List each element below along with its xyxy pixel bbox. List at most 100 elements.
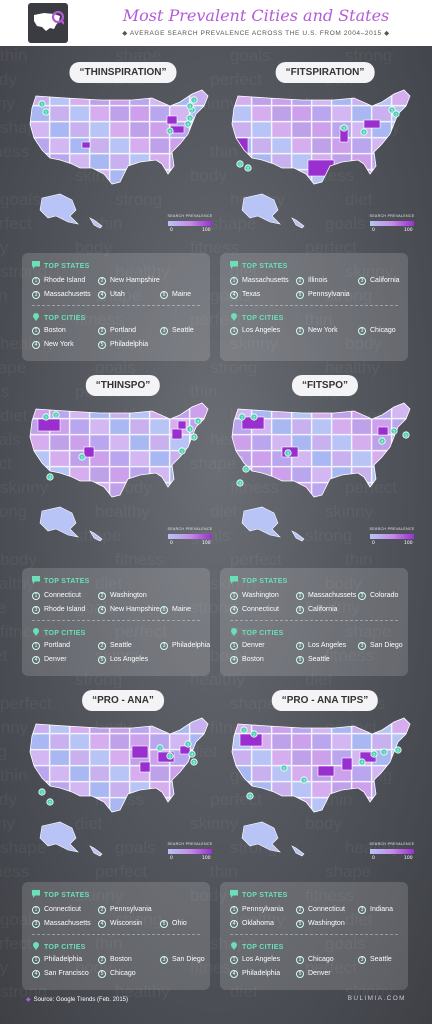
location-pin-icon xyxy=(186,102,194,110)
top-state-item: 5 Maine xyxy=(160,606,191,614)
state-region xyxy=(371,105,392,122)
location-pin-icon xyxy=(186,425,194,433)
top-city-item: 2 Los Angeles xyxy=(296,642,346,650)
legend-title: SEARCH PREVALENCE xyxy=(369,214,415,218)
pin-number: 5 xyxy=(193,436,195,440)
pin-number: 2 xyxy=(191,109,193,113)
state-region xyxy=(331,797,352,812)
pin-number: 3 xyxy=(49,476,51,480)
state-region-hot xyxy=(157,751,175,763)
pin-number: 3 xyxy=(189,117,191,121)
state-region xyxy=(89,749,110,766)
search-prevalence-legend: SEARCH PREVALENCE 0 100 xyxy=(166,214,214,240)
state-region xyxy=(351,450,372,467)
rank-badge: 3 xyxy=(160,956,168,964)
state-region xyxy=(149,781,170,798)
state-name: Texas xyxy=(242,291,261,298)
city-name: San Diego xyxy=(172,956,205,963)
state-region xyxy=(109,765,130,782)
rank-badge: 1 xyxy=(32,592,40,600)
state-region xyxy=(291,434,312,451)
top-cities-heading: TOP CITIES xyxy=(230,942,284,951)
top-states-heading: TOP STATES xyxy=(32,261,90,270)
state-region xyxy=(291,749,312,766)
pin-number: 1 xyxy=(239,163,241,167)
top-state-item: 4 Connecticut xyxy=(230,606,279,614)
state-region xyxy=(129,403,150,419)
state-region xyxy=(291,418,312,435)
rank-badge: 2 xyxy=(296,642,304,650)
alaska-shape xyxy=(39,193,79,225)
map-pin-icon xyxy=(32,942,40,950)
state-region xyxy=(129,482,150,497)
city-name: Portland xyxy=(44,642,71,649)
top-city-item: 3 Philadelphia xyxy=(160,642,210,650)
hawaii-shape xyxy=(89,845,103,857)
state-region xyxy=(89,418,110,435)
state-region xyxy=(129,718,150,734)
legend-gradient-bar xyxy=(370,221,414,226)
top-list-box: TOP STATES 1 Washington 2 Massachussets 3 Colo… xyxy=(220,568,408,676)
state-region xyxy=(30,169,50,184)
state-region xyxy=(69,466,90,483)
pin-number: 3 xyxy=(187,743,189,747)
state-region xyxy=(129,121,150,138)
state-region xyxy=(351,466,372,483)
state-region xyxy=(49,450,70,467)
state-region xyxy=(391,749,410,766)
state-region xyxy=(391,482,410,497)
location-pin-icon xyxy=(52,411,60,419)
state-region xyxy=(331,169,352,184)
state-region xyxy=(129,434,150,451)
top-state-item: 2 Pennsylvania xyxy=(98,906,152,914)
state-region xyxy=(89,153,110,170)
top-cities-heading: TOP CITIES xyxy=(230,628,284,637)
state-region xyxy=(189,781,208,798)
city-name: Denver xyxy=(308,970,331,977)
speech-bubble-icon xyxy=(32,890,40,898)
state-region xyxy=(291,105,312,122)
legend-min: 0 xyxy=(372,541,375,546)
legend-title: SEARCH PREVALENCE xyxy=(167,527,213,531)
state-region xyxy=(271,733,292,750)
top-city-item: 4 San Francisco xyxy=(32,970,89,978)
state-region xyxy=(351,169,372,184)
pin-number: 2 xyxy=(45,111,47,115)
state-region xyxy=(291,482,312,497)
location-pin-icon xyxy=(300,776,308,784)
top-city-item: 5 Seattle xyxy=(296,656,330,664)
pin-number: 2 xyxy=(397,749,399,753)
location-pin-icon xyxy=(78,453,86,461)
state-region xyxy=(109,450,130,467)
state-name: Oklahoma xyxy=(242,920,274,927)
top-state-item: 3 Indiana xyxy=(358,906,393,914)
rank-badge: 1 xyxy=(32,956,40,964)
state-region xyxy=(69,718,90,734)
state-region xyxy=(49,137,70,154)
state-region xyxy=(251,749,272,766)
location-pin-icon xyxy=(244,164,252,172)
rank-badge: 2 xyxy=(296,277,304,285)
rank-badge: 1 xyxy=(230,956,238,964)
state-region xyxy=(89,90,110,106)
state-region xyxy=(189,797,208,812)
pin-number: 2 xyxy=(81,456,83,460)
top-state-item: 2 New Hampshire xyxy=(98,277,160,285)
map-label: “FITSPIRATION” xyxy=(275,62,375,83)
rank-badge: 1 xyxy=(32,642,40,650)
legend-min: 0 xyxy=(170,541,173,546)
state-region xyxy=(149,418,170,435)
top-state-item: 5 Maine xyxy=(160,291,191,299)
state-region xyxy=(89,466,110,483)
state-region xyxy=(232,105,252,122)
state-region xyxy=(291,121,312,138)
city-name: Seattle xyxy=(308,656,330,663)
top-state-item: 5 Washington xyxy=(296,920,345,928)
top-city-item: 2 Chicago xyxy=(296,956,334,964)
state-name: Wisconsin xyxy=(110,920,142,927)
rank-badge: 5 xyxy=(296,606,304,614)
state-region xyxy=(129,137,150,154)
state-region xyxy=(30,137,50,154)
speech-bubble-icon xyxy=(230,576,238,584)
